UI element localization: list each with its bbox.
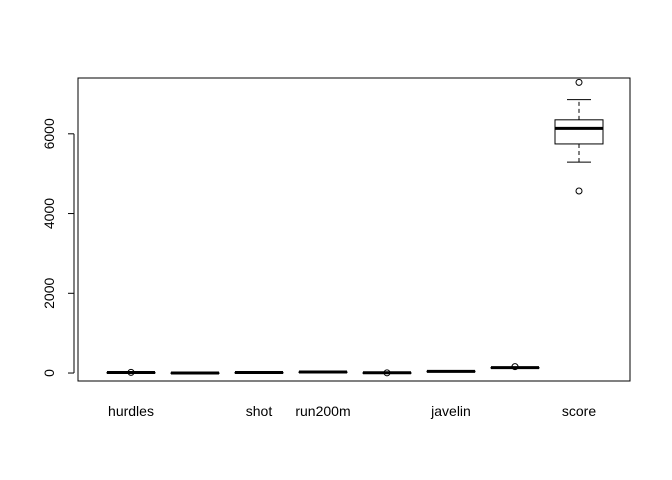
boxes xyxy=(106,78,604,377)
outlier-point xyxy=(575,78,583,86)
box-var-2 xyxy=(170,371,220,375)
box-score xyxy=(554,78,604,195)
x-tick-label: score xyxy=(562,403,596,419)
box-javelin xyxy=(426,369,476,373)
y-tick-label: 2000 xyxy=(41,278,57,309)
y-axis: 0 2000 4000 6000 xyxy=(41,118,75,377)
outlier-point xyxy=(383,369,391,377)
y-tick-label: 6000 xyxy=(41,118,57,149)
outlier-point xyxy=(575,187,583,195)
outlier-point xyxy=(127,368,135,376)
x-tick-label: javelin xyxy=(430,403,471,419)
x-tick-label: shot xyxy=(246,403,273,419)
box-var-5 xyxy=(362,369,412,377)
y-tick-label: 4000 xyxy=(41,198,57,229)
box-shot xyxy=(234,371,284,375)
box-var-7 xyxy=(490,363,540,371)
x-tick-label: hurdles xyxy=(108,403,154,419)
box-hurdles xyxy=(106,368,156,376)
plot-frame xyxy=(77,77,631,382)
x-axis-labels: hurdles shot run200m javelin score xyxy=(108,403,596,419)
x-tick-label: run200m xyxy=(295,403,350,419)
outlier-point xyxy=(511,363,519,371)
iqr-box xyxy=(554,119,604,145)
box-run200m xyxy=(298,370,348,374)
y-tick-label: 0 xyxy=(41,369,57,377)
